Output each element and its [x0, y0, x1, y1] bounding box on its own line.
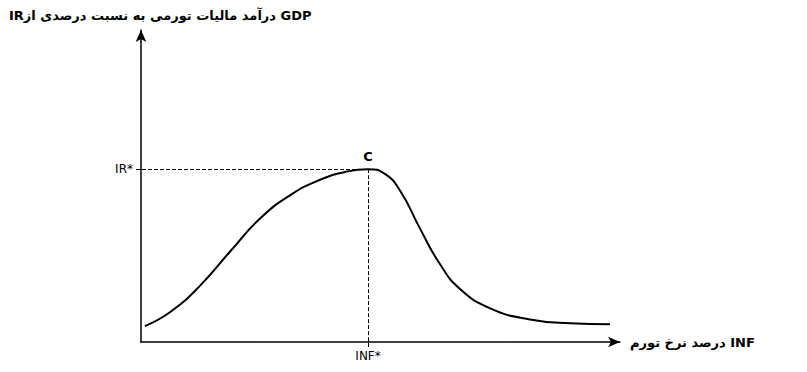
- svg-text:C: C: [363, 149, 373, 164]
- svg-text:IR*: IR*: [115, 162, 133, 176]
- svg-text:IRدرآمد مالیات تورمی به نسبت د: IRدرآمد مالیات تورمی به نسبت درصدی از GD…: [9, 7, 312, 23]
- svg-text:درصد نرخ تورم INF: درصد نرخ تورم INF: [630, 335, 755, 351]
- svg-text:INF*: INF*: [355, 349, 380, 363]
